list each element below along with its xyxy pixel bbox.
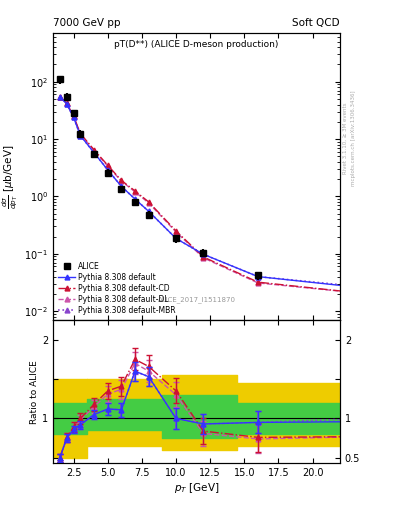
Text: mcplots.cern.ch [arXiv:1306.3436]: mcplots.cern.ch [arXiv:1306.3436]	[351, 91, 356, 186]
Y-axis label: $\frac{d\sigma}{dp_T}$ [$\mu$b/GeV]: $\frac{d\sigma}{dp_T}$ [$\mu$b/GeV]	[1, 144, 20, 209]
Text: Rivet 3.1.10, ≥ 3M events: Rivet 3.1.10, ≥ 3M events	[343, 102, 348, 174]
Text: 7000 GeV pp: 7000 GeV pp	[53, 17, 121, 28]
Text: Soft QCD: Soft QCD	[292, 17, 340, 28]
Text: ALICE_2017_I1511870: ALICE_2017_I1511870	[158, 296, 235, 303]
Y-axis label: Ratio to ALICE: Ratio to ALICE	[30, 360, 39, 423]
Text: pT(D**) (ALICE D-meson production): pT(D**) (ALICE D-meson production)	[114, 40, 279, 50]
X-axis label: $p_T$ [GeV]: $p_T$ [GeV]	[174, 481, 219, 495]
Legend: ALICE, Pythia 8.308 default, Pythia 8.308 default-CD, Pythia 8.308 default-DL, P: ALICE, Pythia 8.308 default, Pythia 8.30…	[57, 261, 177, 316]
